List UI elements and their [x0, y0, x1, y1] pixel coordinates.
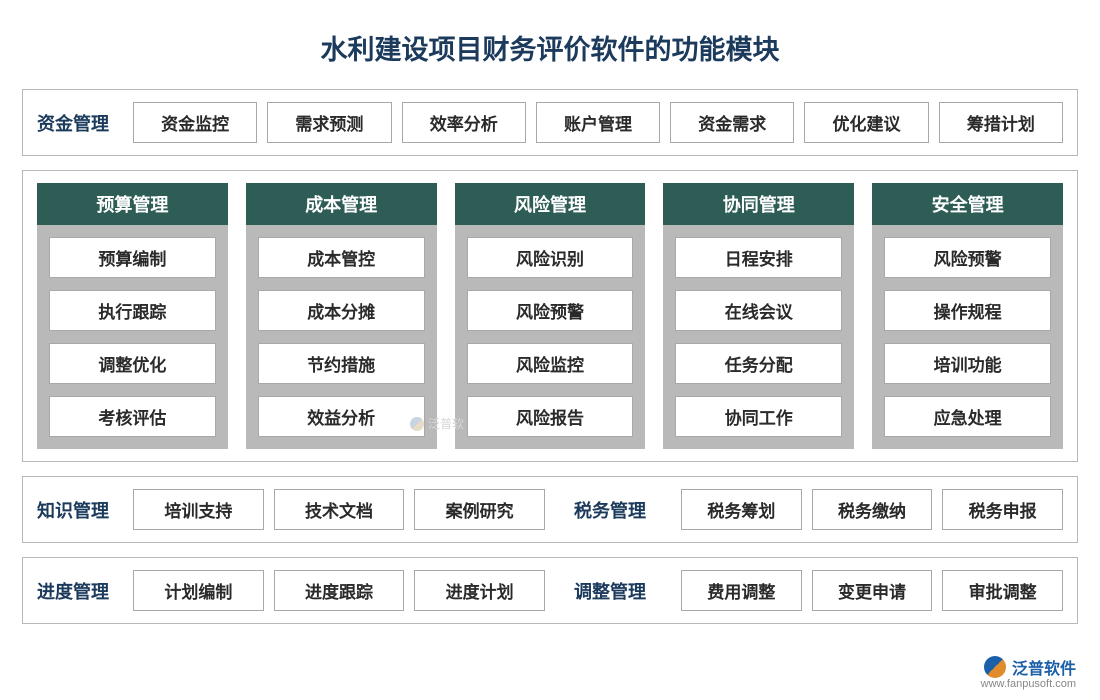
column-item: 风险监控 — [467, 343, 634, 384]
column-item: 日程安排 — [675, 237, 842, 278]
column-header: 成本管理 — [246, 183, 437, 225]
item-box: 培训支持 — [133, 489, 264, 530]
item-box: 资金监控 — [133, 102, 257, 143]
item-box: 审批调整 — [942, 570, 1063, 611]
column-item: 任务分配 — [675, 343, 842, 384]
column-budget: 预算管理 预算编制 执行跟踪 调整优化 考核评估 — [37, 183, 228, 449]
item-box: 变更申请 — [812, 570, 933, 611]
column-item: 风险报告 — [467, 396, 634, 437]
column-item: 效益分析 — [258, 396, 425, 437]
column-item: 风险预警 — [884, 237, 1051, 278]
column-safety: 安全管理 风险预警 操作规程 培训功能 应急处理 — [872, 183, 1063, 449]
column-risk: 风险管理 风险识别 风险预警 风险监控 风险报告 — [455, 183, 646, 449]
section-funds: 资金管理 资金监控 需求预测 效率分析 账户管理 资金需求 优化建议 筹措计划 — [22, 89, 1078, 156]
column-item: 成本管控 — [258, 237, 425, 278]
item-box: 进度跟踪 — [274, 570, 405, 611]
column-item: 风险识别 — [467, 237, 634, 278]
item-box: 优化建议 — [804, 102, 928, 143]
item-box: 费用调整 — [681, 570, 802, 611]
item-box: 技术文档 — [274, 489, 405, 530]
item-box: 效率分析 — [402, 102, 526, 143]
watermark-url: www.fanpusoft.com — [981, 678, 1076, 690]
column-collab: 协同管理 日程安排 在线会议 任务分配 协同工作 — [663, 183, 854, 449]
item-box: 进度计划 — [414, 570, 545, 611]
column-item: 风险预警 — [467, 290, 634, 331]
item-box: 账户管理 — [536, 102, 660, 143]
section-label-progress: 进度管理 — [37, 578, 117, 604]
item-box: 税务缴纳 — [812, 489, 933, 530]
section-label-tax: 税务管理 — [555, 497, 665, 523]
column-item: 在线会议 — [675, 290, 842, 331]
column-item: 调整优化 — [49, 343, 216, 384]
column-item: 考核评估 — [49, 396, 216, 437]
item-box: 税务申报 — [942, 489, 1063, 530]
item-box: 税务筹划 — [681, 489, 802, 530]
watermark: 泛普软件 www.fanpusoft.com — [981, 655, 1076, 690]
column-item: 操作规程 — [884, 290, 1051, 331]
column-header: 协同管理 — [663, 183, 854, 225]
page-title: 水利建设项目财务评价软件的功能模块 — [22, 28, 1078, 67]
column-cost: 成本管理 成本管控 成本分摊 节约措施 效益分析 — [246, 183, 437, 449]
section-columns: 预算管理 预算编制 执行跟踪 调整优化 考核评估 成本管理 成本管控 成本分摊 … — [22, 170, 1078, 462]
section-label-knowledge: 知识管理 — [37, 497, 117, 523]
column-item: 成本分摊 — [258, 290, 425, 331]
item-box: 筹措计划 — [939, 102, 1063, 143]
column-item: 协同工作 — [675, 396, 842, 437]
item-box: 需求预测 — [267, 102, 391, 143]
watermark-logo-icon — [984, 656, 1006, 678]
watermark-brand: 泛普软件 — [1012, 655, 1076, 679]
column-header: 预算管理 — [37, 183, 228, 225]
column-item: 培训功能 — [884, 343, 1051, 384]
section-progress-adjust: 进度管理 计划编制 进度跟踪 进度计划 调整管理 费用调整 变更申请 审批调整 — [22, 557, 1078, 624]
section-label-adjust: 调整管理 — [555, 578, 665, 604]
item-box: 资金需求 — [670, 102, 794, 143]
column-header: 安全管理 — [872, 183, 1063, 225]
section-knowledge-tax: 知识管理 培训支持 技术文档 案例研究 税务管理 税务筹划 税务缴纳 税务申报 — [22, 476, 1078, 543]
item-box: 计划编制 — [133, 570, 264, 611]
column-item: 执行跟踪 — [49, 290, 216, 331]
column-header: 风险管理 — [455, 183, 646, 225]
item-box: 案例研究 — [414, 489, 545, 530]
column-item: 预算编制 — [49, 237, 216, 278]
section-label-funds: 资金管理 — [37, 110, 117, 136]
column-item: 节约措施 — [258, 343, 425, 384]
column-item: 应急处理 — [884, 396, 1051, 437]
